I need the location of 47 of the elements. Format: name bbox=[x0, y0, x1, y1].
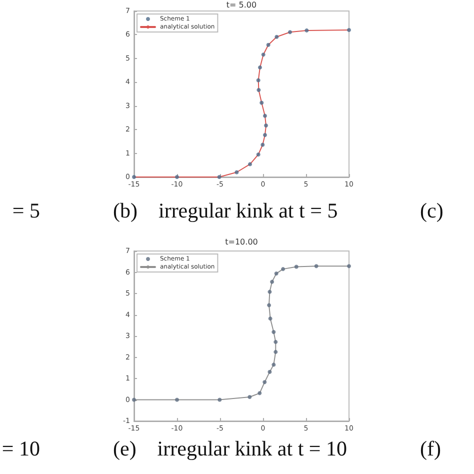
point bbox=[262, 380, 267, 384]
chart-title: t=10.00 bbox=[225, 238, 258, 246]
point bbox=[268, 290, 272, 294]
point bbox=[262, 133, 267, 138]
point bbox=[347, 28, 351, 32]
text: (c) bbox=[420, 198, 444, 222]
point bbox=[274, 272, 278, 276]
text: (e) irregular kink at t = 10 bbox=[113, 436, 348, 460]
point bbox=[270, 280, 274, 284]
point bbox=[294, 264, 298, 269]
point bbox=[274, 34, 279, 39]
point bbox=[248, 162, 252, 166]
point bbox=[314, 264, 318, 268]
point bbox=[218, 398, 222, 402]
point bbox=[258, 391, 262, 396]
point bbox=[261, 52, 266, 57]
text: = 10 bbox=[2, 436, 40, 460]
point bbox=[264, 124, 268, 128]
point bbox=[347, 264, 351, 268]
point bbox=[234, 170, 239, 174]
text: (b) irregular kink at t = 5 bbox=[113, 198, 338, 222]
point bbox=[262, 114, 267, 118]
point bbox=[266, 42, 270, 47]
point bbox=[272, 362, 276, 367]
point bbox=[260, 100, 264, 105]
point bbox=[288, 30, 292, 34]
point bbox=[274, 340, 278, 344]
line-series bbox=[134, 266, 350, 400]
point bbox=[258, 65, 262, 70]
point bbox=[256, 88, 261, 92]
point bbox=[281, 267, 286, 272]
point bbox=[132, 398, 136, 402]
point bbox=[248, 394, 252, 399]
point bbox=[175, 398, 179, 402]
point bbox=[304, 28, 309, 32]
point bbox=[256, 78, 260, 82]
text: = 5 bbox=[12, 198, 40, 222]
point bbox=[268, 316, 272, 321]
point bbox=[272, 330, 276, 334]
chart-title: t= 5.00 bbox=[226, 0, 257, 10]
point bbox=[268, 370, 272, 374]
point bbox=[260, 142, 265, 147]
point bbox=[256, 152, 260, 156]
text: (f) bbox=[420, 436, 441, 460]
point bbox=[217, 175, 222, 179]
point bbox=[267, 303, 272, 308]
point bbox=[274, 350, 278, 354]
